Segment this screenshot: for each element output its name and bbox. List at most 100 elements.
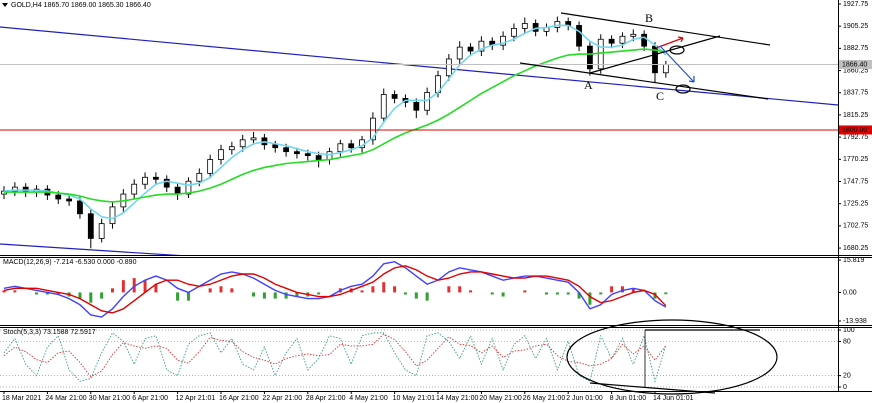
trend-line <box>0 243 181 255</box>
x-tick-label: 20 May 21:00 <box>479 395 522 402</box>
menu-icon[interactable] <box>2 3 8 7</box>
candle-body <box>304 153 311 157</box>
candle-body <box>142 176 148 185</box>
chart-title: GOLD,H4 1865.70 1869.00 1865.30 1866.40 <box>11 2 151 9</box>
histogram-bar <box>610 286 614 293</box>
histogram-bar <box>100 292 104 299</box>
y-tick-label: 100 <box>843 327 855 334</box>
candle-body <box>576 25 582 47</box>
candle-body <box>174 186 181 195</box>
histogram-bar <box>447 286 451 293</box>
price-label-box <box>839 59 872 69</box>
histogram-bar <box>664 292 668 295</box>
x-tick-label: 30 Mar 21:00 <box>89 395 130 402</box>
histogram-bar <box>284 292 288 299</box>
candle-body <box>467 46 474 52</box>
histogram-bar <box>186 292 190 301</box>
x-tick-label: 24 Mar 21:00 <box>45 395 86 402</box>
price-label-box <box>839 125 872 135</box>
arrow <box>659 45 695 83</box>
y-tick-label: 1837.75 <box>843 90 868 97</box>
x-tick-label: 10 May 21:01 <box>393 395 436 402</box>
stoch-panel <box>0 329 838 388</box>
x-tick-label: 22 Apr 21:00 <box>262 395 302 402</box>
y-tick-label: 15.819 <box>843 257 865 264</box>
histogram-bar <box>2 290 6 293</box>
histogram-bar <box>360 290 364 293</box>
x-tick-label: 14 Jun 01:01 <box>653 395 694 402</box>
candle-body <box>131 183 138 195</box>
marker-ellipse <box>675 84 691 94</box>
candle-body <box>87 213 94 239</box>
y-tick-label: 20 <box>843 372 851 379</box>
candle-body <box>77 200 83 215</box>
histogram-bar <box>599 292 603 295</box>
x-tick-label: 4 May 21:00 <box>349 395 388 402</box>
y-tick-label: 1860.25 <box>843 67 868 74</box>
candle-body <box>456 46 463 60</box>
indicator-title: MACD(12,26,9) -7.214 -6.530 0.000 -0.890 <box>3 259 137 266</box>
histogram-bar <box>414 292 418 299</box>
candle-body <box>369 117 376 141</box>
histogram-bar <box>371 286 375 293</box>
annotation: B <box>645 11 653 25</box>
y-tick-label: 0.00 <box>843 289 857 296</box>
candle-body <box>511 27 517 37</box>
candle-body <box>521 23 528 29</box>
candle-body <box>337 143 344 153</box>
y-tick-label: 0 <box>843 384 847 391</box>
candle-body <box>207 159 214 174</box>
histogram-bar <box>425 292 429 301</box>
candle-body <box>326 151 333 160</box>
indicator-line <box>3 260 667 318</box>
indicator-line <box>3 265 667 314</box>
histogram-bar <box>132 278 136 293</box>
histogram-bar <box>121 280 125 293</box>
histogram-bar <box>13 290 17 293</box>
histogram-bar <box>252 292 256 297</box>
y-tick-label: 1725.25 <box>843 201 868 208</box>
trend-line <box>589 382 716 394</box>
candle-body <box>109 206 116 225</box>
histogram-bar <box>45 292 49 295</box>
candle-body <box>641 33 648 47</box>
histogram-bar <box>154 284 158 293</box>
candle-body <box>185 180 192 195</box>
x-tick-label: 2 Jun 01:00 <box>566 395 603 402</box>
annotation: A <box>584 78 593 92</box>
indicator-line <box>3 24 667 220</box>
candle-body <box>587 45 593 70</box>
price-panel <box>0 16 838 255</box>
candle-body <box>196 172 203 182</box>
channel-line <box>589 35 721 74</box>
candle-body <box>250 137 257 141</box>
candle-body <box>66 198 72 202</box>
x-tick-label: 8 Jun 01:00 <box>610 395 647 402</box>
macd-panel <box>2 260 668 318</box>
candle-body <box>532 23 539 32</box>
histogram-bar <box>317 292 321 295</box>
indicator-title: Stoch(5,3,3) 73.1588 72.5917 <box>3 329 96 336</box>
indicator-line <box>3 332 667 384</box>
histogram-bar <box>111 288 114 293</box>
candle-body <box>380 94 387 119</box>
candle-body <box>218 149 224 160</box>
histogram-bar <box>230 288 234 293</box>
candle-body <box>152 176 159 180</box>
candle-body <box>554 21 561 28</box>
candle-body <box>619 35 626 44</box>
candle-body <box>348 143 355 149</box>
histogram-bar <box>631 288 635 293</box>
y-tick-label: 1815.25 <box>843 112 868 119</box>
histogram-bar <box>208 288 212 293</box>
candle-body <box>445 58 452 77</box>
candle-body <box>272 144 279 149</box>
annotation: C <box>656 89 664 103</box>
histogram-bar <box>653 292 657 299</box>
x-tick-label: 28 Apr 21:00 <box>306 395 346 402</box>
channel-line <box>560 12 771 46</box>
candle-body <box>315 155 322 160</box>
histogram-bar <box>219 286 223 293</box>
y-tick-label: 1882.75 <box>843 45 868 52</box>
